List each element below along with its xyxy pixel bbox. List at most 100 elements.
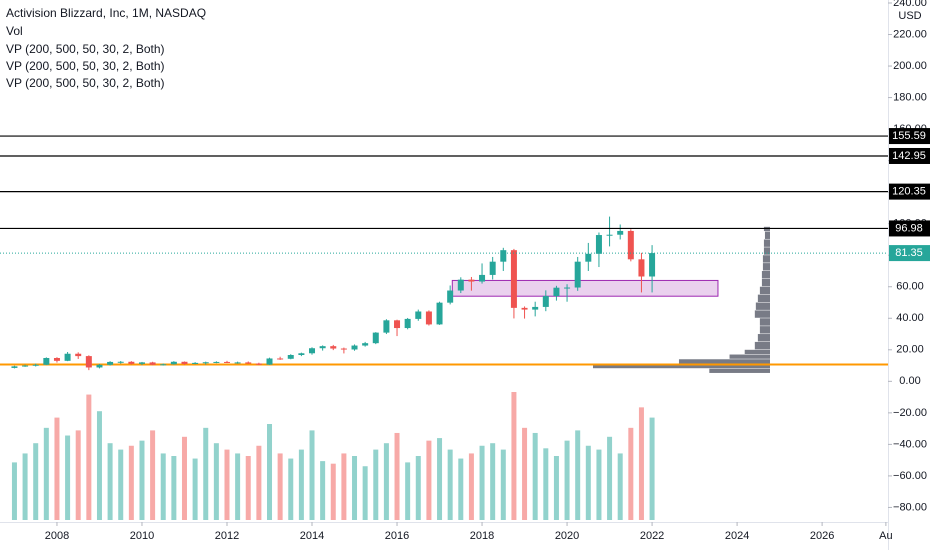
volume-bar [426,440,432,520]
candle-body [468,279,475,282]
level-label: 155.59 [892,130,926,142]
candle-body [489,261,496,275]
candle-body [638,259,645,277]
volume-bar [394,432,400,520]
candle-body [202,362,209,364]
candle-body [234,362,241,364]
candle-body [649,253,656,277]
volume-bar [575,430,581,520]
volume-bar [585,445,591,520]
candle-body [149,362,156,365]
level-label: 120.35 [892,186,926,198]
candle-body [372,332,379,344]
volume-bar [638,407,644,520]
candle-body [330,346,337,349]
y-tick-label: 200.00 [893,60,927,72]
volume-profile-bar [754,310,770,318]
candle-body [255,363,262,365]
x-tick-label: 2012 [215,530,239,542]
candle-body [425,311,432,325]
candle-body [627,230,634,260]
candle-body [160,364,167,366]
y-tick-label: 180.00 [893,91,927,103]
candle-body [75,353,82,357]
candle-body [436,302,443,325]
indicator-label: VP (200, 500, 50, 30, 2, Both) [6,42,165,56]
currency-label: USD [898,10,921,22]
volume-bar [235,453,241,520]
volume-bar [564,440,570,520]
candle-body [510,250,517,308]
volume-profile-bar [764,231,770,239]
y-tick-label: −60.00 [893,470,927,482]
volume-bar [628,427,634,520]
volume-profile-bar [754,341,770,350]
volume-bar [649,417,655,520]
y-tick-label: 0.00 [899,375,920,387]
volume-bar [22,453,28,520]
y-tick-label: 220.00 [893,28,927,40]
volume-bar [362,466,368,520]
candle-body [266,358,273,365]
candle-body [107,361,114,365]
candle-body [138,362,145,364]
volume-bar [245,456,251,520]
volume-bar [320,461,326,520]
volume-bar [160,453,166,520]
volume-bar [617,453,623,520]
volume-profile-bar [759,286,770,295]
x-tick-label: 2026 [810,530,834,542]
candle-body [447,290,454,303]
candle-body [245,362,252,364]
candle-body [309,348,316,354]
y-tick-label: −40.00 [893,438,927,450]
x-tick-label: 2018 [470,530,494,542]
volume-profile-bar [763,239,770,247]
volume-bar [203,427,209,520]
volume-bar [11,462,17,520]
volume-bar [405,462,411,520]
volume-bar [532,432,538,520]
volume-bar [171,456,177,520]
volume-bar [607,436,613,520]
volume-bar [543,448,549,520]
volume-bar [373,449,379,520]
x-tick-label: 2020 [555,530,579,542]
volume-bar [277,453,283,520]
level-box [889,147,930,164]
candle-body [500,250,507,262]
indicator-label: VP (200, 500, 50, 30, 2, Both) [6,76,165,90]
candle-body [128,361,135,364]
volume-profile-bar [593,363,770,369]
volume-bar [437,438,443,520]
candle-body [404,318,411,329]
candle-body [585,253,592,262]
candle-body [192,362,199,364]
volume-bar [224,449,230,520]
volume-bar [500,449,506,520]
volume-bar [298,449,304,520]
candle-body [415,311,422,319]
candle-body [319,346,326,349]
candle-body [383,320,390,333]
volume-bar [107,443,113,520]
volume-bar [43,427,49,520]
volume-profile-bar [759,326,770,334]
candle-body [53,357,60,361]
volume-bar [309,430,315,520]
indicator-label: VP (200, 500, 50, 30, 2, Both) [6,59,165,73]
candle-body [298,353,305,356]
volume-bar [54,417,60,520]
candle-body [32,364,39,366]
volume-bar [479,445,485,520]
plot-area [0,135,888,520]
volume-profile-bar [762,255,770,263]
candle-body [213,361,220,363]
level-label: 142.95 [892,150,926,162]
candle-body [340,348,347,350]
candle-body [532,306,539,310]
level-box [889,128,930,145]
candle-body [96,364,103,368]
volume-profile-bar [757,334,770,342]
